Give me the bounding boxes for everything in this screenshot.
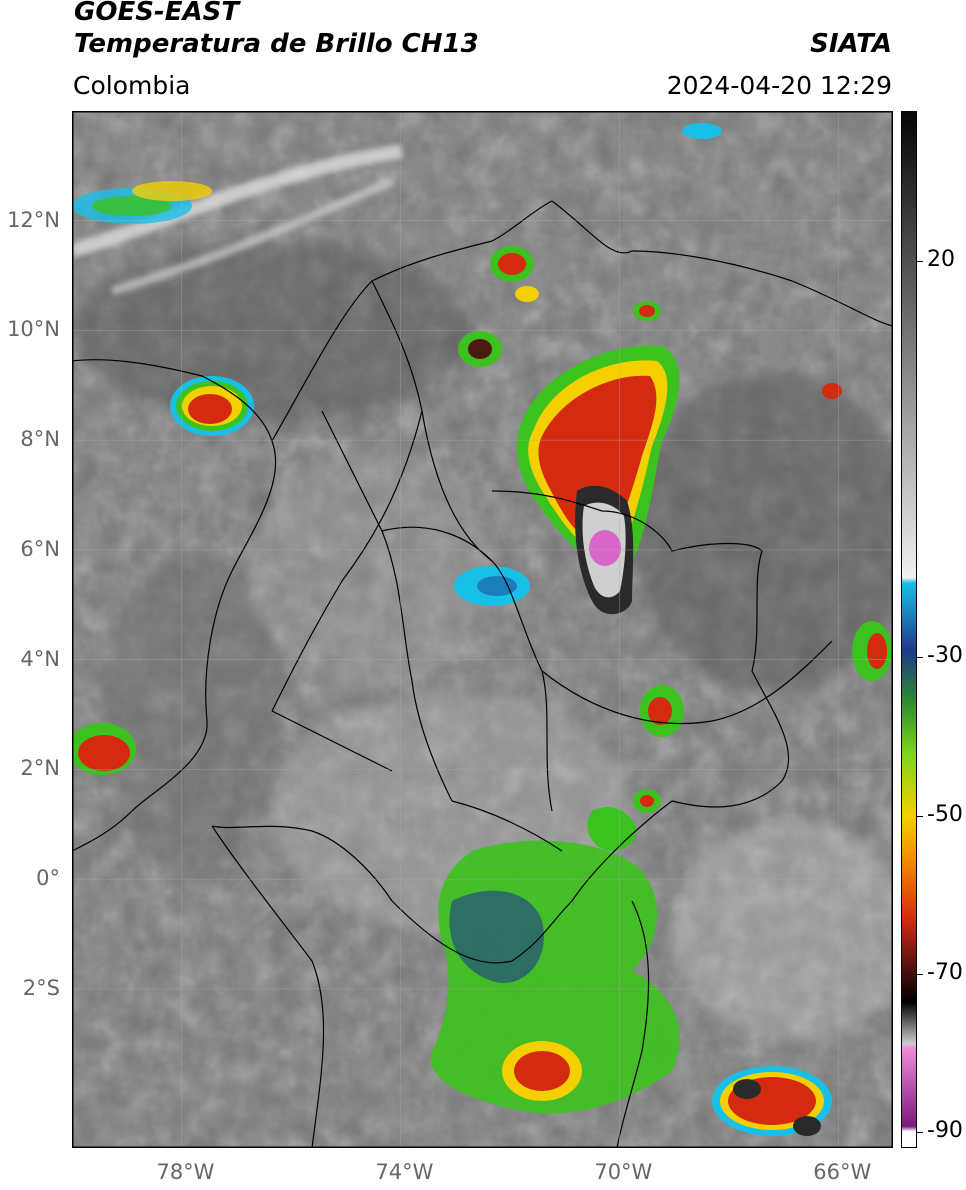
colorbar-tick-mark bbox=[917, 1132, 923, 1134]
colorbar-tick-mark bbox=[917, 261, 923, 263]
satellite-title: GOES-EAST bbox=[74, 0, 240, 27]
colorbar-tick-mark bbox=[917, 973, 923, 975]
colorbar-tick-label: -30 bbox=[927, 643, 963, 669]
colorbar-tick-mark bbox=[917, 657, 923, 659]
colorbar-tick-label: -50 bbox=[927, 801, 963, 827]
lat-tick-label: 2°N bbox=[20, 756, 60, 781]
colorbar-tick-mark bbox=[917, 815, 923, 817]
lat-tick-label: 4°N bbox=[20, 646, 60, 671]
lon-tick-label: 70°W bbox=[594, 1160, 653, 1184]
north-venezuela-storm bbox=[516, 345, 680, 615]
region-label: Colombia bbox=[73, 71, 191, 100]
lat-tick-label: 0° bbox=[36, 866, 60, 891]
lon-tick-label: 74°W bbox=[375, 1160, 434, 1184]
lon-tick-label: 78°W bbox=[156, 1160, 215, 1184]
southeast-storm bbox=[712, 1066, 832, 1136]
scattered-cells bbox=[72, 123, 892, 813]
lat-tick-label: 6°N bbox=[20, 536, 60, 561]
lat-tick-label: 12°N bbox=[7, 207, 60, 232]
amazon-complex bbox=[430, 807, 680, 1114]
lon-tick-label: 66°W bbox=[813, 1160, 872, 1184]
colorbar-tick-label: -90 bbox=[927, 1118, 963, 1144]
agency-label: SIATA bbox=[810, 29, 892, 59]
brightness-temperature-image bbox=[72, 111, 893, 1148]
colorbar-tick-label: 20 bbox=[927, 247, 955, 273]
graticule bbox=[72, 111, 893, 1148]
colorbar-tick-label: -70 bbox=[927, 959, 963, 985]
lat-tick-label: 8°N bbox=[20, 427, 60, 452]
country-boundaries bbox=[72, 200, 893, 1148]
datetime-label: 2024-04-20 12:29 bbox=[666, 71, 892, 100]
pacific-storm bbox=[72, 723, 136, 775]
colorbar-ramp bbox=[902, 112, 916, 1147]
uraba-storm bbox=[170, 376, 254, 436]
lat-tick-label: 10°N bbox=[7, 317, 60, 342]
lat-tick-label: 2°S bbox=[22, 975, 60, 1000]
product-title: Temperatura de Brillo CH13 bbox=[74, 29, 479, 59]
colorbar bbox=[901, 111, 917, 1148]
satellite-map bbox=[72, 111, 893, 1148]
